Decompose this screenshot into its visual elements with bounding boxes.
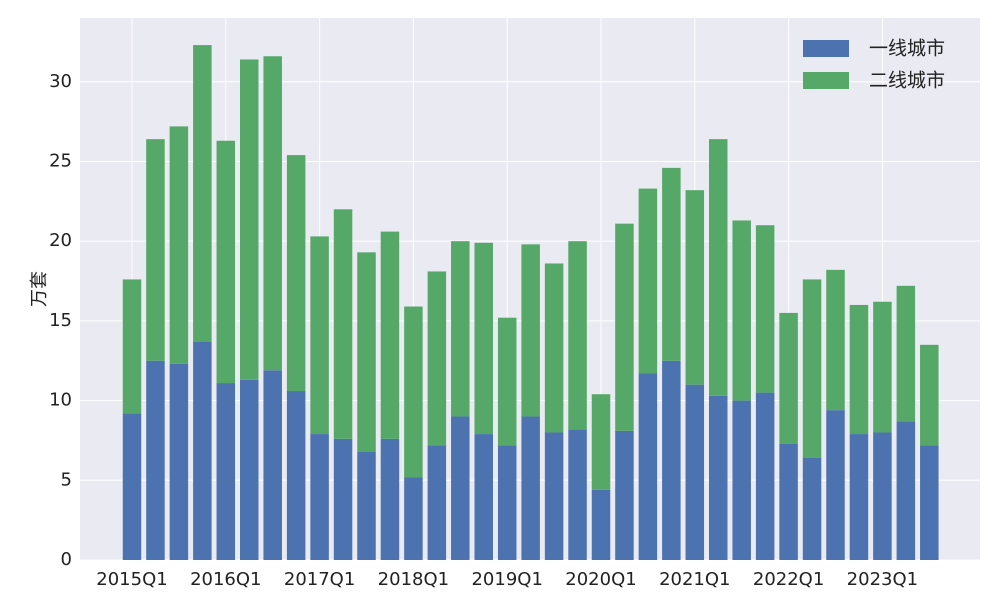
bar-tier1 (662, 360, 681, 560)
bar-tier2 (826, 269, 845, 411)
y-tick-label: 25 (49, 150, 72, 171)
bar-tier2 (521, 244, 540, 417)
bar-tier1 (497, 445, 517, 560)
bar-tier2 (240, 59, 259, 380)
x-tick-label: 2015Q1 (96, 569, 167, 590)
x-axis-ticks: 2015Q1 2016Q1 2017Q1 2018Q1 2019Q1 2020Q1 2021… (96, 569, 918, 590)
bar-tier2 (380, 231, 400, 439)
x-tick-label: 2020Q1 (565, 569, 636, 590)
legend-label: 一线城市 (869, 38, 945, 60)
bar-tier2 (193, 45, 212, 342)
bar-tier1 (122, 413, 142, 560)
y-axis-label: 万套 (29, 271, 50, 307)
bar-tier1 (615, 430, 634, 560)
x-tick-label: 2022Q1 (753, 569, 824, 590)
bar-tier2 (709, 139, 728, 396)
bar-tier1 (169, 363, 189, 560)
y-tick-label: 30 (49, 71, 72, 92)
bar-tier1 (240, 379, 259, 560)
bar-tier1 (591, 489, 611, 560)
bar-tier2 (802, 279, 822, 458)
bar-tier2 (920, 344, 939, 446)
bar-tier2 (732, 220, 751, 401)
bar-tier1 (286, 391, 306, 560)
bar-tier2 (310, 236, 329, 435)
bar-tier2 (685, 190, 705, 385)
y-tick-label: 0 (61, 549, 72, 570)
bar-tier1 (216, 383, 236, 560)
y-tick-label: 5 (61, 469, 72, 490)
bar-tier1 (310, 434, 329, 560)
bar-tier1 (920, 445, 939, 560)
bar-tier2 (544, 263, 564, 433)
x-tick-label: 2023Q1 (847, 569, 918, 590)
bar-tier2 (357, 252, 376, 452)
bar-tier1 (521, 416, 540, 560)
bar-tier1 (685, 384, 705, 560)
bar-tier1 (732, 400, 751, 560)
bar-tier1 (380, 438, 400, 560)
bar-tier2 (615, 223, 634, 431)
bar-tier2 (427, 271, 447, 446)
bar-tier2 (286, 155, 306, 392)
bar-tier2 (896, 285, 916, 422)
bars (122, 45, 939, 560)
bar-tier1 (404, 477, 423, 560)
bar-tier1 (451, 416, 470, 560)
bar-tier1 (826, 410, 845, 560)
bar-tier2 (333, 209, 353, 439)
bar-tier2 (216, 140, 236, 384)
bar-tier1 (779, 443, 798, 560)
bar-tier2 (451, 241, 470, 417)
bar-tier2 (662, 167, 681, 361)
y-tick-label: 20 (49, 230, 72, 251)
bar-tier1 (755, 392, 775, 560)
bar-tier1 (193, 341, 212, 560)
bar-tier2 (638, 188, 658, 374)
bar-tier1 (146, 360, 165, 560)
y-tick-label: 10 (49, 390, 72, 411)
y-tick-label: 15 (49, 310, 72, 331)
x-tick-label: 2019Q1 (471, 569, 542, 590)
bar-tier2 (169, 126, 189, 364)
x-tick-label: 2017Q1 (284, 569, 355, 590)
bar-tier2 (474, 242, 493, 435)
x-tick-label: 2018Q1 (378, 569, 449, 590)
legend-swatch (803, 40, 849, 57)
bar-tier1 (638, 373, 658, 560)
bar-tier2 (146, 139, 165, 361)
x-tick-label: 2021Q1 (659, 569, 730, 590)
bar-tier2 (873, 301, 892, 433)
bar-tier1 (474, 434, 493, 560)
bar-tier2 (755, 225, 775, 393)
bar-tier1 (896, 421, 916, 560)
legend-label: 二线城市 (869, 70, 945, 92)
bar-tier1 (427, 445, 447, 560)
bar-tier1 (333, 438, 353, 560)
legend-swatch (803, 72, 849, 89)
bar-tier2 (497, 317, 517, 446)
bar-tier1 (802, 457, 822, 560)
bar-tier1 (873, 432, 892, 560)
x-tick-label: 2016Q1 (190, 569, 261, 590)
bar-tier2 (122, 279, 142, 414)
bar-tier1 (263, 370, 282, 560)
bar-tier1 (568, 429, 587, 560)
bar-tier2 (591, 394, 611, 490)
bar-tier2 (849, 304, 869, 435)
bar-tier2 (779, 312, 798, 444)
bar-tier2 (263, 56, 282, 371)
bar-tier1 (544, 432, 564, 560)
bar-tier1 (849, 434, 869, 560)
bar-tier2 (568, 241, 587, 430)
y-axis-ticks: 0 5 10 15 20 25 30 (49, 71, 72, 570)
bar-tier2 (404, 306, 423, 478)
bar-tier1 (357, 451, 376, 560)
bar-tier1 (709, 395, 728, 560)
